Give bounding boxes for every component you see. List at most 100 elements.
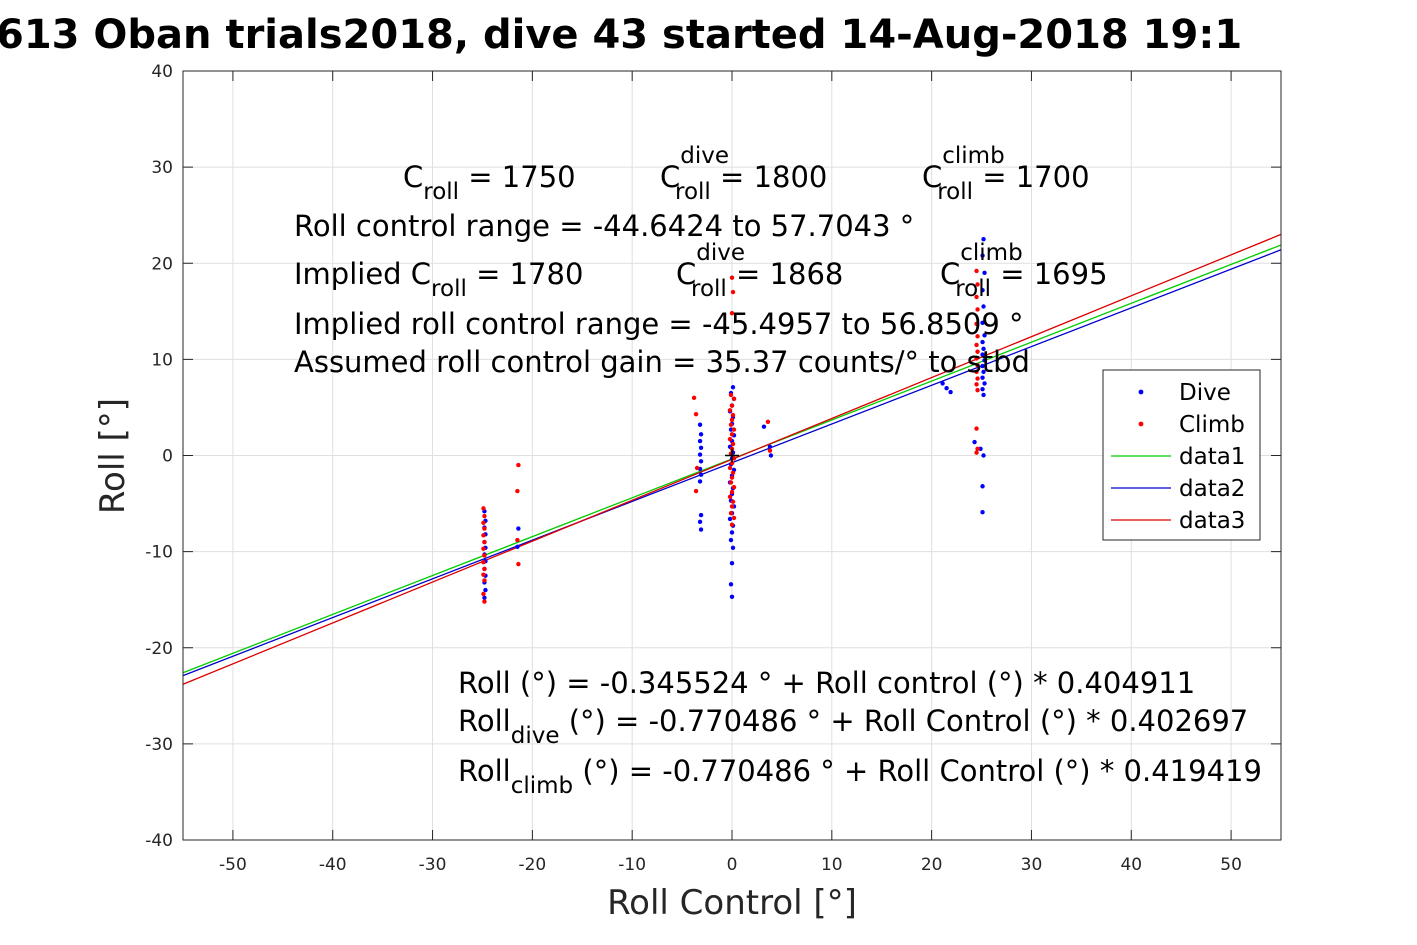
point-climb <box>728 510 734 516</box>
point-climb <box>482 578 487 583</box>
point-dive <box>698 459 704 464</box>
point-dive <box>981 346 986 352</box>
point-dive <box>982 333 987 338</box>
point-dive <box>980 339 985 345</box>
point-dive <box>697 438 703 444</box>
point-climb <box>727 408 733 413</box>
point-climb <box>730 441 736 447</box>
point-dive <box>980 253 985 258</box>
point-climb <box>727 436 733 442</box>
data-points <box>481 237 987 604</box>
point-climb <box>974 382 979 387</box>
point-dive <box>981 453 986 458</box>
x-tick-label: -20 <box>518 855 546 875</box>
point-climb <box>975 376 980 381</box>
point-climb <box>974 294 979 300</box>
point-climb <box>975 349 980 354</box>
x-axis-label: Roll Control [°] <box>607 883 857 923</box>
point-climb <box>693 411 699 417</box>
point-climb <box>974 369 979 375</box>
axis-ticks: -50 -40 -30 -20 -10 0 10 20 30 40 50 -40 -30 -20 -10 0 1… <box>145 62 1281 875</box>
point-dive <box>982 270 987 276</box>
legend-label-dive: Dive <box>1179 380 1231 406</box>
point-climb <box>727 465 733 471</box>
x-tick-label: -30 <box>419 855 447 875</box>
point-climb <box>975 362 980 368</box>
point-climb <box>729 275 735 280</box>
point-climb <box>765 419 771 425</box>
point-dive <box>981 392 986 398</box>
x-tick-label: 20 <box>921 855 943 875</box>
legend: Dive Climb data1 data2 data3 <box>1102 369 1261 541</box>
point-dive <box>761 424 767 429</box>
point-climb <box>729 417 735 423</box>
point-climb <box>515 488 520 494</box>
legend-swatch-climb <box>1138 421 1144 427</box>
point-climb <box>974 342 979 348</box>
point-dive <box>982 358 987 363</box>
point-dive <box>730 545 736 550</box>
point-climb <box>481 559 486 565</box>
point-dive <box>698 527 704 532</box>
point-climb <box>482 566 487 572</box>
legend-label-data3: data3 <box>1179 508 1245 534</box>
x-tick-label: -10 <box>618 855 646 875</box>
point-climb <box>974 450 979 455</box>
point-dive <box>727 516 733 522</box>
legend-box <box>1102 369 1261 541</box>
y-tick-label: 0 <box>162 447 173 467</box>
point-climb <box>730 412 736 418</box>
annotation-fit-dive: Rolldive (°) = -0.770486 ° + Roll Contro… <box>458 704 1248 749</box>
annotation-assumed-gain: Assumed roll control gain = 35.37 counts… <box>294 345 1030 379</box>
point-dive <box>697 519 703 525</box>
legend-swatch-dive <box>1138 389 1144 395</box>
point-climb <box>974 426 979 431</box>
y-tick-label: 40 <box>151 62 173 82</box>
point-dive <box>767 444 773 450</box>
point-climb <box>729 504 735 509</box>
legend-label-data2: data2 <box>1179 476 1245 502</box>
point-climb <box>729 489 735 495</box>
annotation-roll-control-range: Roll control range = -44.6424 to 57.7043… <box>294 209 914 243</box>
point-climb <box>730 499 736 504</box>
annotation-implied-c-roll: Implied Croll = 1780 <box>294 257 583 302</box>
point-climb <box>729 311 735 316</box>
point-climb <box>481 572 486 577</box>
point-dive <box>980 375 985 380</box>
point-climb <box>730 289 736 295</box>
y-axis-label: Roll [°] <box>93 398 133 514</box>
point-climb <box>767 448 773 453</box>
point-climb <box>974 268 979 274</box>
point-climb <box>728 480 734 485</box>
point-dive <box>981 304 986 309</box>
point-dive <box>729 560 735 566</box>
annotation-c-roll-climb: Cclimb roll = 1700 <box>922 143 1090 205</box>
y-tick-label: -10 <box>145 543 173 563</box>
point-climb <box>975 334 980 339</box>
point-dive <box>980 320 985 326</box>
x-tick-label: -40 <box>319 855 347 875</box>
point-dive <box>697 422 703 427</box>
point-dive <box>482 595 487 600</box>
point-climb <box>729 475 735 480</box>
x-tick-label: 0 <box>727 855 738 875</box>
point-climb <box>731 396 737 401</box>
point-dive <box>698 445 704 451</box>
x-tick-label: -50 <box>219 855 247 875</box>
point-dive <box>972 439 977 445</box>
annotation-implied-c-roll-dive: Cdive roll = 1868 <box>676 240 843 302</box>
point-dive <box>982 381 987 386</box>
point-climb <box>728 392 734 398</box>
chart-title: 613 Oban trials2018, dive 43 started 14-… <box>0 12 1242 58</box>
point-dive <box>980 287 985 293</box>
point-climb <box>691 395 697 401</box>
annotation-implied-c-roll-climb: Cclimb roll = 1695 <box>940 240 1108 302</box>
x-tick-label: 10 <box>821 855 843 875</box>
point-dive <box>698 512 704 518</box>
legend-label-data1: data1 <box>1179 444 1245 470</box>
point-climb <box>516 561 521 567</box>
point-climb <box>975 307 980 312</box>
point-climb <box>974 321 979 327</box>
annotation-c-roll: Croll = 1750 <box>403 160 576 205</box>
